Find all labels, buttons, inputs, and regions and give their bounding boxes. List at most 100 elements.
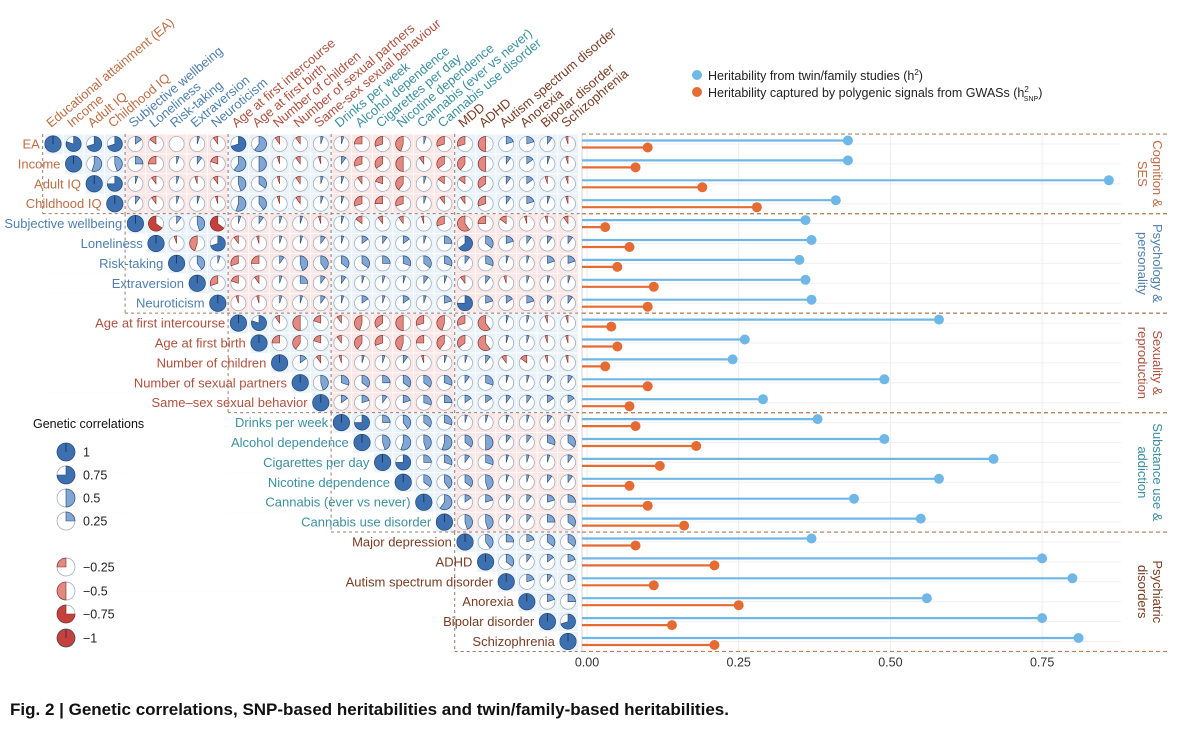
rg-pie — [560, 195, 576, 212]
diag-pie-6 — [168, 254, 186, 272]
twin-point — [842, 155, 853, 166]
rg-pie — [271, 156, 288, 172]
rg-pie — [354, 335, 370, 351]
rg-pie — [498, 136, 515, 152]
legend-twin-marker — [692, 70, 702, 80]
rg-pie — [374, 235, 391, 252]
rg-pie — [189, 136, 206, 152]
rg-pie — [539, 315, 556, 331]
correlation-matrix — [65, 136, 576, 630]
rg-pie — [395, 275, 412, 292]
rg-pie — [168, 215, 185, 232]
row-label: Age at first intercourse — [95, 316, 225, 331]
rg-pie — [354, 295, 370, 312]
rg-pie — [436, 235, 453, 252]
rg-pie — [498, 315, 515, 331]
row-labels: EA Income Adult IQ Childhood IQ Subjective w… — [4, 137, 555, 650]
rg-pie — [477, 315, 494, 331]
rg-pie — [251, 275, 267, 292]
rg-pie — [560, 474, 576, 491]
rg-legend-value: −0.25 — [83, 561, 115, 575]
rg-pie — [374, 335, 391, 351]
rg-pie — [292, 275, 309, 292]
diag-pie-11 — [271, 354, 289, 372]
rg-pie — [498, 215, 515, 232]
diag-pie-22 — [497, 573, 515, 591]
label-mask — [0, 233, 148, 254]
rg-pie — [251, 156, 267, 172]
snp-point — [600, 222, 611, 233]
rg-pie — [477, 534, 494, 550]
rg-pie — [189, 156, 206, 172]
rg-pie — [415, 474, 432, 491]
rg-pie — [457, 235, 473, 252]
rg-pie — [354, 275, 370, 292]
rg-pie — [436, 275, 453, 292]
rg-pie — [436, 454, 453, 471]
rg-pie — [374, 136, 391, 152]
rg-pie — [354, 394, 370, 411]
diag-pie-4 — [126, 215, 144, 233]
twin-point — [806, 294, 817, 305]
snp-point — [648, 580, 659, 591]
rg-pie — [168, 175, 185, 192]
twin-point — [800, 274, 811, 285]
diag-pie-25 — [559, 632, 577, 651]
rg-pie — [477, 275, 494, 292]
rg-pie — [374, 275, 391, 292]
rg-pie — [457, 374, 473, 391]
diag-pie-10 — [250, 334, 268, 352]
rg-pie — [518, 335, 535, 351]
label-mask — [0, 551, 478, 572]
group-labels: Cognition &SES Psychology &personality Sex… — [1135, 140, 1165, 623]
snp-point — [697, 182, 708, 193]
rg-pie — [518, 514, 535, 530]
rg-legend-value: 0.75 — [83, 469, 107, 483]
rg-pie — [148, 175, 164, 192]
twin-point — [915, 513, 926, 524]
rg-pie — [477, 355, 494, 371]
rg-pie — [457, 175, 473, 192]
row-label: Risk-taking — [99, 256, 163, 271]
rg-pie — [354, 215, 370, 232]
rg-pie — [436, 215, 453, 232]
rg-pie — [189, 215, 206, 232]
rg-pie — [292, 156, 309, 172]
rg-legend-pie — [56, 557, 76, 577]
rg-legend-value: −0.75 — [83, 608, 115, 622]
rg-pie — [518, 195, 535, 212]
twin-point — [1103, 175, 1114, 186]
diag-pie-16 — [374, 453, 392, 471]
rg-pie — [189, 195, 206, 212]
rg-pie — [560, 494, 576, 511]
row-label: Nicotine dependence — [268, 475, 390, 490]
snp-point — [630, 162, 641, 173]
diag-pie-17 — [394, 473, 412, 491]
rg-pie — [333, 315, 350, 331]
rg-pie — [539, 255, 556, 272]
snp-point — [691, 441, 702, 451]
rg-pie — [539, 434, 556, 451]
rg-pie — [395, 195, 412, 212]
rg-pie — [457, 315, 473, 331]
rg-pie — [312, 355, 329, 371]
rg-pie — [436, 434, 453, 451]
rg-pie — [127, 195, 144, 212]
label-mask — [0, 512, 437, 533]
rg-pie — [560, 275, 576, 292]
rg-pie — [312, 275, 329, 292]
rg-pie — [498, 414, 515, 431]
x-tick-label: 0.00 — [575, 655, 599, 669]
label-mask — [0, 492, 416, 513]
rg-pie — [477, 374, 494, 391]
rg-pie — [168, 195, 185, 212]
rg-pie — [333, 394, 350, 411]
rg-pie — [518, 474, 535, 491]
rg-pie — [518, 235, 535, 252]
rg-pie — [333, 295, 350, 312]
twin-point — [806, 235, 817, 245]
rg-pie — [230, 175, 247, 192]
rg-pie — [354, 235, 370, 252]
rg-pie — [312, 215, 329, 232]
label-mask — [0, 472, 395, 493]
